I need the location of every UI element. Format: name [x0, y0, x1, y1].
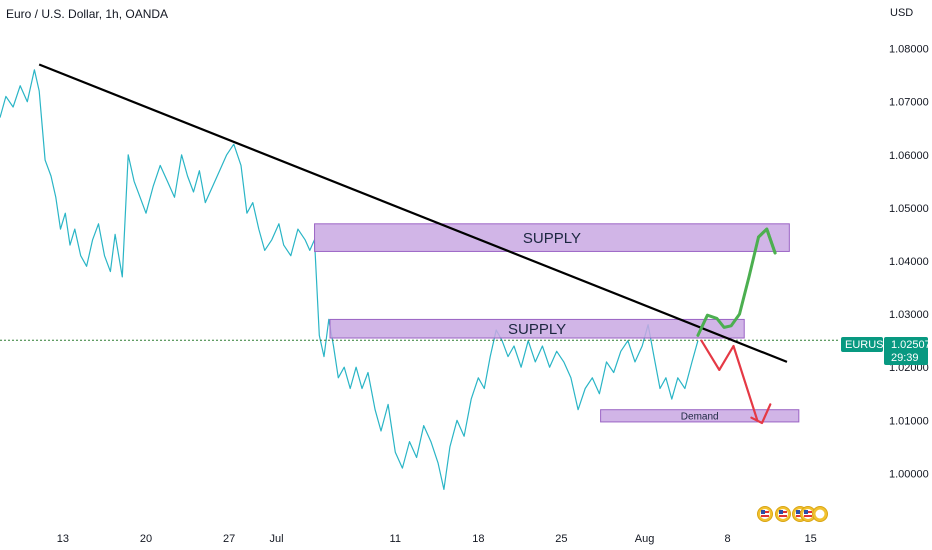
y-tick-label: 1.01000 — [889, 415, 929, 427]
x-tick-label: 13 — [57, 533, 69, 545]
zone-label: SUPPLY — [508, 321, 566, 338]
y-tick-label: 1.02000 — [889, 362, 929, 374]
zone-label: Demand — [681, 411, 719, 422]
price-tag — [884, 337, 928, 365]
plot-area[interactable] — [0, 69, 699, 490]
zones-layer: SUPPLY SUPPLY Demand — [314, 223, 800, 423]
zone-label: SUPPLY — [523, 230, 581, 247]
economic-events[interactable] — [757, 506, 828, 522]
x-tick-label: Jul — [270, 533, 284, 545]
x-tick-label: 27 — [223, 533, 235, 545]
zone-box — [329, 318, 745, 339]
x-tick-label: 11 — [390, 533, 401, 545]
y-tick-label: 1.05000 — [889, 203, 929, 215]
event-coin-icon[interactable] — [812, 506, 828, 522]
y-axis-ticks: 1.00000 1.01000 1.02000 1.03000 1.04000 1.050… — [889, 44, 929, 481]
x-tick-label: 18 — [472, 533, 484, 545]
y-tick-label: 1.06000 — [889, 150, 929, 162]
x-tick-label: 15 — [805, 533, 817, 545]
chart-title: Euro / U.S. Dollar, 1h, OANDA — [6, 7, 168, 21]
event-flag-icon[interactable] — [800, 506, 816, 522]
last-price-label: 1.02507 — [891, 339, 931, 351]
zone-box — [600, 409, 800, 423]
x-axis-ticks: 13 20 27 Jul 11 18 25 Aug 8 15 — [57, 533, 817, 545]
bearish-arrow — [700, 339, 759, 422]
bullish-arrow-head — [757, 227, 777, 255]
price-scale[interactable] — [838, 0, 932, 550]
event-flag-icon[interactable] — [757, 506, 773, 522]
x-tick-label: 20 — [140, 533, 152, 545]
zone-supply-0: SUPPLY — [314, 223, 790, 252]
x-tick-label: 8 — [725, 533, 731, 545]
price-series-line — [0, 69, 699, 490]
x-tick-label: 25 — [555, 533, 567, 545]
currency-label: USD — [890, 7, 913, 19]
zone-box — [314, 223, 790, 252]
last-price-tag: EURUSD 1.02507 29:39 — [841, 337, 931, 365]
bearish-projection — [700, 339, 772, 425]
bullish-projection — [696, 227, 777, 337]
zone-demand-2: Demand — [600, 409, 800, 423]
bearish-arrow-head — [750, 403, 772, 425]
zone-supply-1: SUPPLY — [329, 318, 745, 339]
trendline — [38, 63, 788, 363]
y-tick-label: 1.08000 — [889, 44, 929, 56]
y-tick-label: 1.04000 — [889, 256, 929, 268]
event-flag-icon[interactable] — [775, 506, 791, 522]
y-tick-label: 1.00000 — [889, 468, 929, 480]
x-tick-label: Aug — [635, 533, 655, 545]
symbol-tag — [841, 337, 883, 352]
symbol-label: EURUSD — [845, 339, 892, 351]
y-tick-label: 1.03000 — [889, 309, 929, 321]
countdown-label: 29:39 — [891, 352, 919, 364]
y-tick-label: 1.07000 — [889, 97, 929, 109]
